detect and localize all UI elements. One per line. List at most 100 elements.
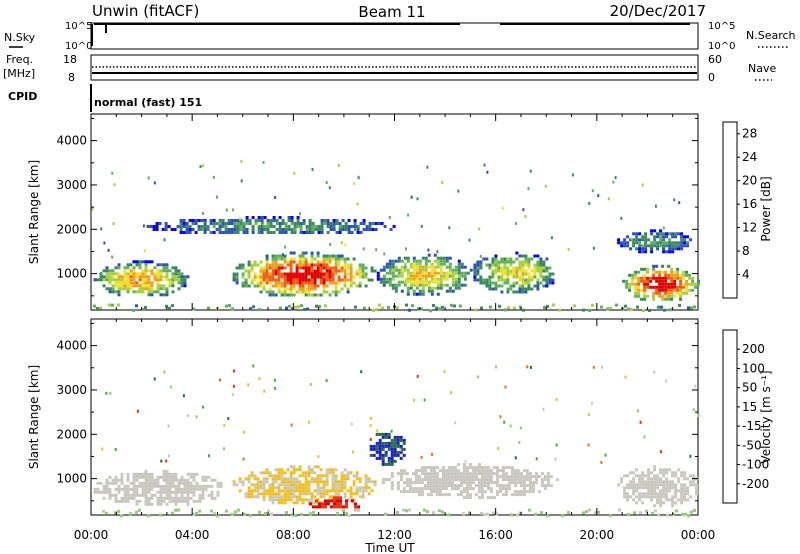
echo-cell [402, 490, 406, 494]
echo-cell [372, 308, 375, 312]
echo-cell [667, 276, 671, 280]
echo-cell [436, 250, 439, 254]
echo-cell [93, 278, 97, 282]
echo-cell [132, 284, 136, 288]
echo-cell [117, 263, 121, 267]
echo-cell [322, 284, 326, 288]
echo-cell [174, 272, 178, 276]
echo-cell [430, 268, 434, 272]
echo-cell [334, 486, 338, 490]
echo-cell [162, 275, 166, 279]
echo-cell [620, 241, 624, 245]
echo-cell [316, 480, 320, 484]
echo-cell [408, 478, 412, 482]
echo-cell [171, 481, 175, 485]
echo-cell [641, 238, 645, 242]
echo-cell [277, 483, 281, 487]
echo-cell [353, 219, 357, 222]
echo-cell [271, 260, 275, 264]
echo-cell [277, 281, 281, 285]
echo-cell [320, 222, 324, 225]
echo-cell [337, 486, 341, 490]
echo-cell [430, 286, 434, 290]
echo-cell [465, 484, 469, 488]
echo-cell [677, 480, 681, 484]
echo-cell [273, 378, 276, 382]
echo-cell [326, 222, 330, 225]
echo-cell [632, 477, 636, 481]
echo-cell [150, 493, 154, 497]
echo-cell [371, 228, 375, 231]
echo-cell [355, 492, 359, 496]
echo-cell [328, 269, 332, 273]
echo-cell [396, 453, 400, 457]
echo-cell [250, 263, 254, 267]
echo-cell [436, 292, 440, 296]
echo-cell [389, 228, 393, 231]
echo-cell [533, 275, 537, 279]
echo-cell [312, 510, 315, 514]
echo-cell [390, 429, 393, 433]
echo-cell [120, 287, 124, 291]
echo-cell [385, 280, 389, 284]
echo-cell [462, 469, 466, 473]
echo-cell [135, 281, 139, 285]
echo-cell [683, 241, 687, 245]
echo-cell [460, 262, 464, 266]
echo-cell [132, 478, 136, 482]
echo-cell [349, 486, 353, 490]
echo-cell [289, 465, 293, 469]
echo-cell [396, 487, 400, 491]
echo-cell [319, 480, 323, 484]
echo-cell [346, 498, 350, 502]
echo-cell [503, 420, 506, 424]
echo-cell [674, 492, 678, 496]
echo-cell [295, 495, 299, 499]
echo-cell [354, 505, 357, 509]
echo-cell [123, 278, 127, 282]
echo-cell [227, 417, 230, 421]
echo-cell [353, 222, 357, 225]
nsky-strip [90, 22, 699, 50]
echo-cell [512, 290, 516, 294]
echo-cell [501, 478, 505, 482]
echo-cell [331, 272, 335, 276]
echo-cell [361, 263, 365, 267]
echo-cell [269, 219, 273, 222]
echo-cell [262, 480, 266, 484]
echo-cell [396, 481, 400, 485]
echo-cell [542, 284, 546, 288]
echo-cell [647, 244, 651, 248]
echo-cell [489, 496, 493, 500]
echo-cell [420, 493, 424, 497]
echo-cell [624, 375, 627, 379]
echo-cell [96, 307, 99, 310]
echo-cell [635, 235, 639, 239]
echo-cell [671, 504, 675, 508]
echo-cell [535, 457, 538, 461]
echo-cell [468, 466, 472, 470]
echo-cell [408, 490, 412, 494]
echo-cell [546, 472, 550, 476]
echo-cell [230, 228, 234, 231]
echo-cell [365, 225, 369, 228]
echo-cell [165, 478, 169, 482]
echo-cell [277, 257, 281, 261]
echo-cell [159, 502, 163, 506]
echo-cell [400, 289, 404, 293]
echo-cell [688, 282, 692, 286]
echo-cell [426, 493, 430, 497]
echo-cell [274, 269, 278, 273]
echo-cell [504, 308, 507, 312]
echo-cell [318, 502, 321, 506]
echo-cell [417, 490, 421, 494]
echo-cell [394, 289, 398, 293]
echo-cell [227, 219, 231, 222]
echo-cell [117, 281, 121, 285]
echo-cell [294, 305, 297, 309]
echo-cell [462, 478, 466, 482]
echo-cell [289, 257, 293, 261]
echo-cell [328, 293, 332, 297]
echo-cell [242, 457, 245, 461]
